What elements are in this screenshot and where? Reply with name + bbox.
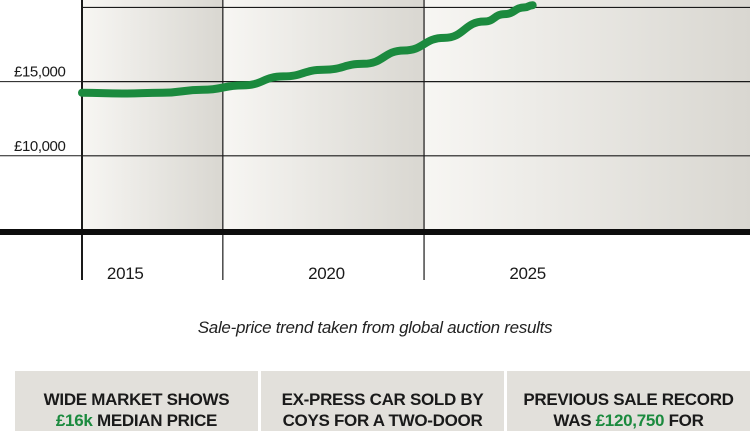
y-tick-label: £10,000 bbox=[14, 138, 65, 155]
fact-box-ex-press-car: EX-PRESS CAR SOLD BY COYS FOR A TWO-DOOR bbox=[261, 371, 504, 431]
x-tick-label: 2025 bbox=[509, 264, 546, 283]
chart-panel bbox=[82, 0, 223, 230]
fact-box-line: PREVIOUS SALE RECORD bbox=[523, 390, 734, 409]
series-group bbox=[78, 1, 537, 98]
x-tick-label: 2015 bbox=[107, 264, 144, 283]
series-line-median-price bbox=[78, 1, 537, 98]
y-axis: £15,000 £10,000 bbox=[0, 64, 82, 157]
chart-background bbox=[82, 0, 750, 230]
fact-box-line: WIDE MARKET SHOWS bbox=[43, 390, 230, 409]
fact-box-line: EX-PRESS CAR SOLD BY bbox=[281, 390, 484, 409]
chart-panel bbox=[222, 0, 425, 230]
x-tick-label: 2020 bbox=[308, 264, 345, 283]
chart-panel bbox=[424, 0, 750, 230]
price-trend-chart: £15,000 £10,000 2015 2020 2025 bbox=[0, 0, 750, 283]
x-axis: 2015 2020 2025 bbox=[0, 229, 750, 283]
fact-box-median-price: WIDE MARKET SHOWS £16k MEDIAN PRICE bbox=[15, 371, 258, 431]
chart-caption: Sale-price trend taken from global aucti… bbox=[197, 318, 553, 337]
fact-box-sale-record: PREVIOUS SALE RECORD WAS £120,750 FOR bbox=[507, 371, 750, 431]
y-tick-label: £15,000 bbox=[14, 64, 65, 81]
fact-boxes: WIDE MARKET SHOWS £16k MEDIAN PRICE EX-P… bbox=[15, 371, 750, 431]
